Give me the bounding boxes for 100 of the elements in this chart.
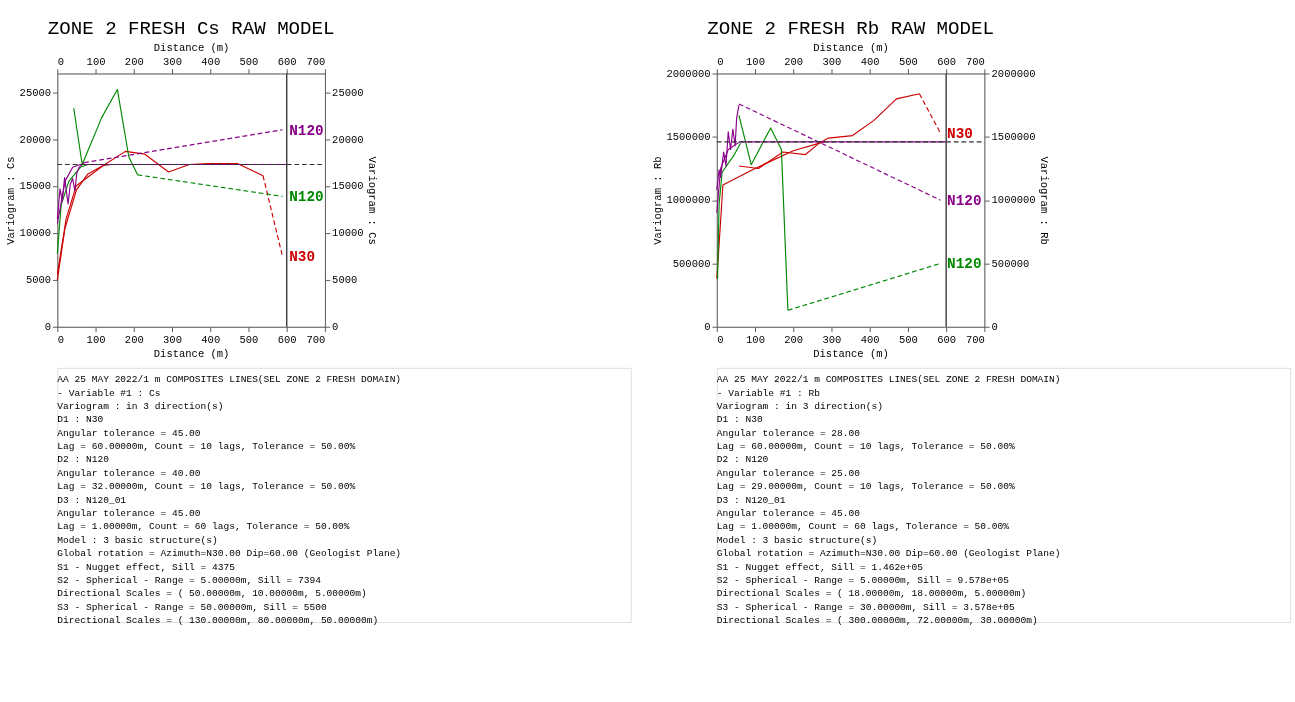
text: S3 - Spherical - Range = 30.00000m, Sill = 3.578e+05	[716, 601, 1015, 613]
x2-tick-label: 0	[717, 333, 724, 346]
text: S3 - Spherical - Range = 50.00000m, Sill = 5500	[57, 601, 327, 613]
y2-tick-label: 1500000	[991, 131, 1036, 144]
x2-tick-label: 100	[746, 333, 765, 346]
chart-title: ZONE 2 FRESH Rb RAW MODEL	[707, 18, 994, 41]
series-label: N120	[289, 122, 324, 139]
x-tick-label: 700	[306, 56, 326, 69]
x2-tick-label: 700	[306, 333, 326, 346]
x2-tick-label: 200	[784, 333, 804, 346]
text: D3 : N120_01	[716, 494, 786, 506]
text: Directional Scales = ( 50.00000m, 10.00000m, 5.00000m)	[57, 588, 367, 600]
text: Angular tolerance = 25.00	[716, 467, 861, 479]
text: Global rotation = Azimuth=N30.00 Dip=60.00 (Geologist Plane)	[57, 548, 402, 560]
x2-tick-label: 500	[239, 333, 259, 346]
text: Lag = 60.00000m, Count = 10 lags, Tolerance = 50.00%	[57, 441, 356, 453]
y2-axis-title: Variogram : Rb	[1038, 156, 1051, 245]
y-axis-title: Variogram : Rb	[651, 156, 664, 245]
y-tick-label: 5000	[25, 274, 52, 287]
x-tick-label: 0	[57, 56, 65, 69]
text: Directional Scales = ( 300.00000m, 72.00000m, 30.00000m)	[716, 615, 1038, 627]
text: Lag = 60.00000m, Count = 10 lags, Tolerance = 50.00%	[716, 441, 1015, 453]
x2-tick-label: 100	[86, 333, 106, 346]
y2-tick-label: 10000	[332, 227, 364, 240]
text: Angular tolerance = 45.00	[57, 508, 201, 520]
x-tick-label: 0	[717, 56, 724, 69]
text: Directional Scales = ( 130.00000m, 80.00000m, 50.00000m)	[57, 615, 379, 627]
text: Directional Scales = ( 18.00000m, 18.00000m, 5.00000m)	[716, 588, 1027, 600]
text: S2 - Spherical - Range = 5.00000m, Sill = 9.578e+05	[716, 574, 1010, 586]
y-tick-label: 2000000	[666, 67, 711, 80]
y-tick-label: 25000	[19, 86, 52, 99]
series-label: N120	[947, 192, 982, 209]
x2-tick-label: 200	[124, 333, 144, 346]
y-tick-label: 0	[704, 321, 711, 334]
x-axis-title: Distance (m)	[153, 347, 230, 360]
x-tick-label: 500	[239, 56, 259, 69]
text: Model : 3 basic structure(s)	[716, 534, 878, 546]
text: S1 - Nugget effect, Sill = 4375	[57, 561, 236, 573]
text: Model : 3 basic structure(s)	[57, 534, 218, 546]
text: Variogram : in 3 direction(s)	[57, 400, 224, 412]
text: Lag = 32.00000m, Count = 10 lags, Tolerance = 50.00%	[57, 481, 356, 493]
series-label: N30	[947, 125, 973, 142]
text: Lag = 29.00000m, Count = 10 lags, Tolerance = 50.00%	[716, 481, 1015, 493]
x2-tick-label: 500	[898, 333, 918, 346]
text: D1 : N30	[716, 414, 763, 426]
y-tick-label: 10000	[19, 227, 52, 240]
x2-tick-label: 600	[277, 333, 297, 346]
y2-tick-label: 0	[332, 321, 339, 334]
text: S2 - Spherical - Range = 5.00000m, Sill = 7394	[57, 574, 322, 586]
x-tick-label: 700	[965, 56, 985, 69]
y2-tick-label: 5000	[332, 274, 358, 287]
y-tick-label: 1500000	[666, 131, 711, 144]
text: AA 25 MAY 2022/1 m COMPOSITES LINES(SEL ZONE 2 FRESH DOMAIN)	[716, 374, 1061, 386]
text: S1 - Nugget effect, Sill = 1.462e+05	[716, 561, 924, 573]
x-tick-label: 300	[163, 56, 182, 69]
x-tick-label: 600	[277, 56, 297, 69]
y2-tick-label: 15000	[332, 180, 364, 193]
x-tick-label: 500	[898, 56, 918, 69]
x2-tick-label: 400	[201, 333, 221, 346]
text: - Variable #1 : Rb	[716, 387, 821, 399]
text: Lag = 1.00000m, Count = 60 lags, Tolerance = 50.00%	[57, 521, 350, 533]
x-tick-label: 300	[822, 56, 842, 69]
x-tick-label: 600	[937, 56, 957, 69]
text: D2 : N120	[716, 454, 769, 466]
x-tick-label: 100	[746, 56, 765, 69]
y-tick-label: 0	[44, 321, 52, 334]
y-axis-title: Variogram : Cs	[4, 156, 17, 245]
x2-tick-label: 300	[822, 333, 842, 346]
x2-tick-label: 0	[57, 333, 65, 346]
y2-tick-label: 500000	[991, 257, 1030, 270]
text: Angular tolerance = 40.00	[57, 467, 201, 479]
y2-axis-title: Variogram : Cs	[366, 156, 379, 245]
y2-tick-label: 2000000	[991, 67, 1036, 80]
y-tick-label: 500000	[672, 257, 711, 270]
x2-axis-title: Distance (m)	[813, 42, 889, 55]
text: D3 : N120_01	[57, 494, 127, 506]
text: Angular tolerance = 45.00	[57, 427, 201, 439]
x2-tick-label: 600	[937, 333, 957, 346]
series-label: N120	[289, 189, 324, 206]
x2-tick-label: 400	[860, 333, 880, 346]
text: Lag = 1.00000m, Count = 60 lags, Tolerance = 50.00%	[716, 521, 1010, 533]
text: - Variable #1 : Cs	[57, 387, 161, 399]
x-axis-title: Distance (m)	[813, 347, 889, 360]
text: D1 : N30	[57, 414, 104, 426]
y2-tick-label: 25000	[332, 86, 364, 99]
text: Angular tolerance = 28.00	[716, 427, 861, 439]
text: Variogram : in 3 direction(s)	[716, 400, 883, 412]
text: Angular tolerance = 45.00	[716, 508, 861, 520]
x2-axis-title: Distance (m)	[153, 42, 230, 55]
y-tick-label: 15000	[19, 180, 52, 193]
text: D2 : N120	[57, 454, 110, 466]
y2-tick-label: 0	[991, 321, 998, 334]
text: Global rotation = Azimuth=N30.00 Dip=60.00 (Geologist Plane)	[716, 548, 1061, 560]
x-tick-label: 400	[860, 56, 880, 69]
x-tick-label: 200	[784, 56, 804, 69]
x2-tick-label: 700	[965, 333, 985, 346]
y2-tick-label: 20000	[332, 133, 364, 146]
x-tick-label: 200	[124, 56, 144, 69]
x-tick-label: 100	[86, 56, 106, 69]
text: AA 25 MAY 2022/1 m COMPOSITES LINES(SEL ZONE 2 FRESH DOMAIN)	[57, 374, 402, 386]
